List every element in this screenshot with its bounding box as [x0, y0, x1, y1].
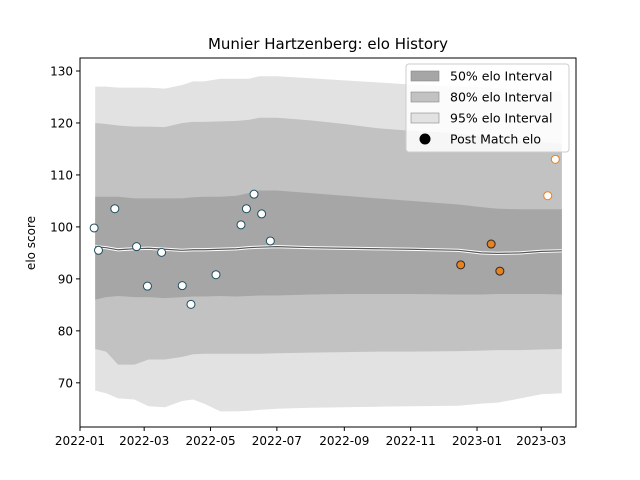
- legend-label: 95% elo Interval: [450, 111, 552, 126]
- legend-box: [405, 63, 570, 153]
- data-point-projected: [543, 191, 553, 201]
- data-point-past: [157, 247, 167, 257]
- data-point-recent: [456, 260, 466, 270]
- data-point-past: [93, 245, 103, 255]
- y-tick-label: 120: [50, 116, 73, 130]
- legend-swatch: [410, 112, 440, 124]
- legend-label: 80% elo Interval: [450, 90, 552, 105]
- chart-title: Munier Hartzenberg: elo History: [208, 35, 448, 53]
- data-point-past: [241, 204, 251, 214]
- x-tick-label: 2022-09: [319, 434, 369, 448]
- plot-area: 70 80 90 100 110 120 130 2022-01 2022-03 2022-05 2…: [50, 57, 577, 448]
- data-point-past: [142, 281, 152, 291]
- data-point-past: [257, 209, 267, 219]
- data-point-past: [132, 242, 142, 252]
- legend-swatch: [410, 70, 440, 82]
- legend-swatch: [410, 91, 440, 103]
- legend-label: 50% elo Interval: [450, 69, 552, 84]
- x-tick-label: 2023-01: [452, 434, 502, 448]
- data-point-past: [265, 236, 275, 246]
- y-axis-label: elo score: [24, 216, 38, 270]
- legend-label: Post Match elo: [450, 132, 541, 147]
- y-tick-label: 80: [58, 324, 73, 338]
- data-point-past: [211, 270, 221, 280]
- data-point-projected: [550, 154, 560, 164]
- legend: 50% elo Interval 80% elo Interval 95% elo …: [405, 63, 570, 153]
- mean-line: [95, 246, 562, 255]
- x-tick-label: 2022-11: [386, 434, 436, 448]
- data-point-past: [89, 223, 99, 233]
- y-tick-label: 130: [50, 64, 73, 78]
- data-point-past: [249, 189, 259, 199]
- y-tick-label: 110: [50, 168, 73, 182]
- data-point-past: [177, 281, 187, 291]
- data-point-recent: [486, 239, 496, 249]
- x-tick-label: 2022-03: [119, 434, 169, 448]
- data-point-past: [186, 299, 196, 309]
- x-tick-label: 2022-05: [185, 434, 235, 448]
- x-tick-label: 2023-03: [516, 434, 566, 448]
- y-tick-label: 100: [50, 220, 73, 234]
- data-point-recent: [495, 266, 505, 276]
- data-point-past: [110, 204, 120, 214]
- y-tick-label: 90: [58, 272, 73, 286]
- axes-frame: [79, 57, 577, 428]
- x-tick-label: 2022-07: [252, 434, 302, 448]
- y-tick-label: 70: [58, 376, 73, 390]
- x-tick-label: 2022-01: [55, 434, 105, 448]
- data-point-past: [236, 220, 246, 230]
- legend-marker: [419, 133, 431, 145]
- band-50: [95, 190, 562, 300]
